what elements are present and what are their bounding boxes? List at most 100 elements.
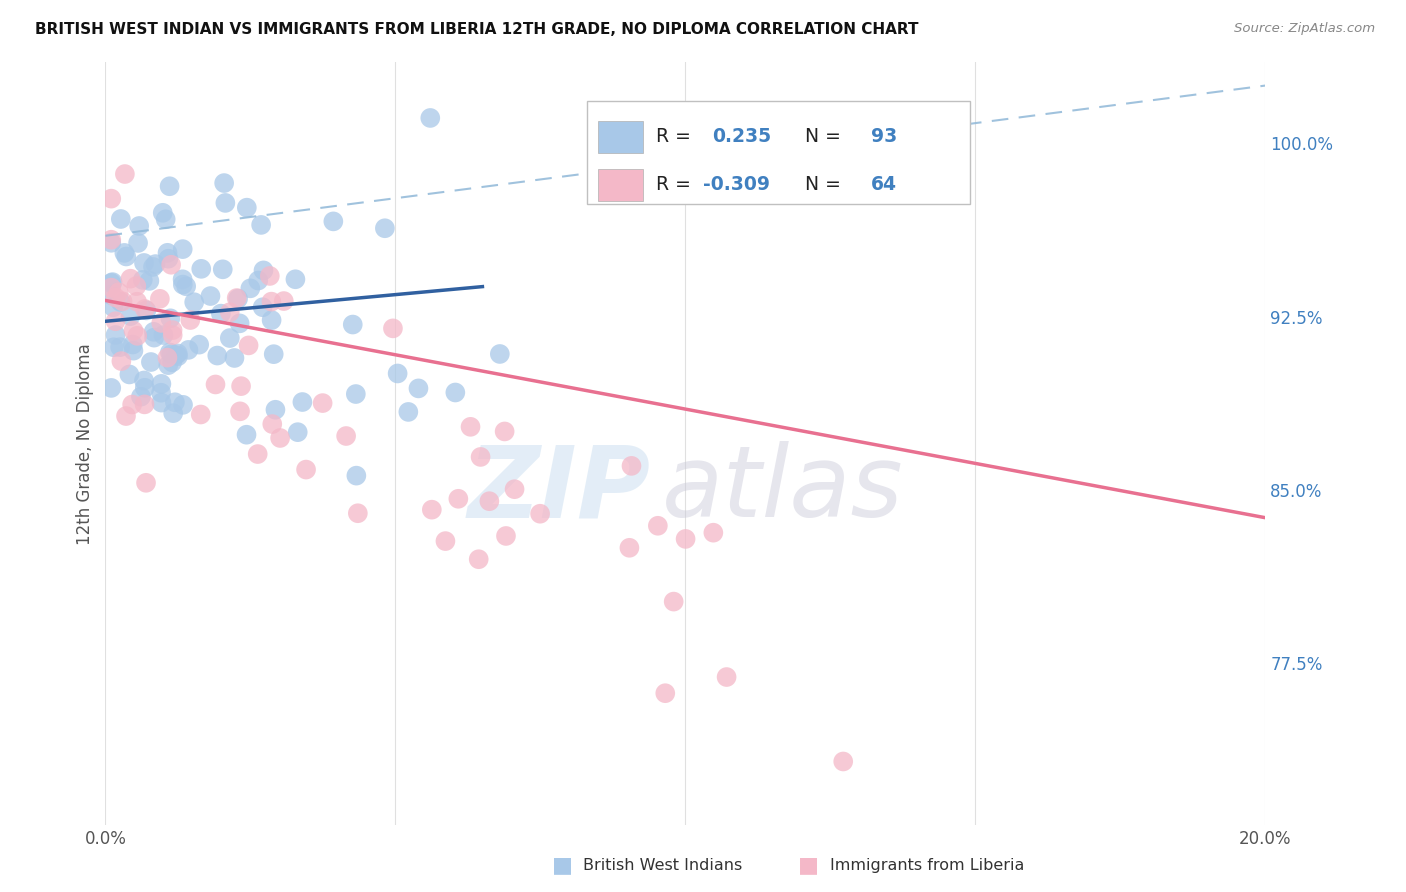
Point [125, 279, 148, 293]
Point [190, 408, 212, 422]
Text: N =: N = [793, 127, 848, 146]
Point [127, 235, 149, 250]
Point [239, 281, 262, 295]
Point [132, 374, 155, 388]
Point [139, 355, 162, 369]
Point [262, 417, 284, 431]
Point [252, 300, 274, 314]
Point [322, 214, 344, 228]
Point [226, 292, 249, 306]
Text: ■: ■ [553, 855, 572, 875]
Point [111, 294, 134, 309]
Point [250, 218, 273, 232]
Point [150, 395, 173, 409]
Point [150, 316, 173, 330]
Point [150, 385, 173, 400]
Point [152, 328, 174, 343]
FancyBboxPatch shape [586, 101, 970, 203]
Point [284, 272, 307, 286]
Point [420, 502, 443, 516]
Point [127, 328, 149, 343]
Point [647, 518, 669, 533]
Point [374, 221, 396, 235]
Point [470, 450, 492, 464]
Point [163, 395, 186, 409]
Text: British West Indians: British West Indians [583, 858, 742, 872]
FancyBboxPatch shape [599, 120, 643, 153]
Point [138, 274, 160, 288]
Point [174, 279, 197, 293]
Point [157, 252, 180, 266]
Point [152, 206, 174, 220]
Point [162, 328, 184, 343]
Point [620, 458, 643, 473]
Point [214, 195, 236, 210]
Point [654, 686, 676, 700]
Point [381, 321, 404, 335]
Point [115, 250, 138, 264]
Point [104, 314, 127, 328]
Point [167, 349, 190, 363]
Point [273, 294, 295, 309]
Point [100, 276, 122, 290]
Text: R =: R = [657, 176, 697, 194]
Point [122, 324, 145, 338]
Point [204, 377, 226, 392]
Point [172, 242, 194, 256]
Y-axis label: 12th Grade, No Diploma: 12th Grade, No Diploma [76, 343, 94, 545]
Point [447, 491, 470, 506]
FancyBboxPatch shape [599, 169, 643, 201]
Point [149, 292, 172, 306]
Point [103, 300, 125, 314]
Point [160, 355, 183, 369]
Point [212, 176, 235, 190]
Point [419, 111, 441, 125]
Point [188, 337, 211, 351]
Text: 64: 64 [870, 176, 897, 194]
Point [229, 404, 252, 418]
Point [224, 351, 246, 365]
Point [529, 507, 551, 521]
Point [134, 381, 156, 395]
Point [434, 534, 457, 549]
Point [142, 325, 165, 339]
Point [159, 179, 181, 194]
Text: 93: 93 [870, 127, 897, 146]
Point [269, 431, 291, 445]
Point [134, 397, 156, 411]
Point [160, 347, 183, 361]
Point [218, 331, 240, 345]
Point [145, 257, 167, 271]
Point [100, 235, 122, 250]
Point [207, 349, 229, 363]
Point [107, 285, 129, 300]
Point [157, 358, 180, 372]
Point [160, 258, 183, 272]
Point [115, 409, 138, 423]
Point [100, 233, 122, 247]
Point [122, 343, 145, 358]
Point [100, 280, 122, 294]
Point [110, 354, 132, 368]
Point [172, 277, 194, 292]
Point [108, 340, 131, 354]
Point [114, 167, 136, 181]
Point [120, 271, 142, 285]
Point [263, 347, 285, 361]
Point [662, 594, 685, 608]
Point [159, 311, 181, 326]
Point [344, 468, 367, 483]
Point [120, 309, 142, 323]
Point [104, 291, 127, 305]
Point [387, 367, 409, 381]
Point [396, 405, 419, 419]
Point [129, 390, 152, 404]
Point [460, 419, 482, 434]
Point [143, 331, 166, 345]
Point [495, 529, 517, 543]
Text: -0.309: -0.309 [703, 176, 770, 194]
Point [716, 670, 738, 684]
Point [264, 402, 287, 417]
Point [155, 212, 177, 227]
Point [162, 323, 184, 337]
